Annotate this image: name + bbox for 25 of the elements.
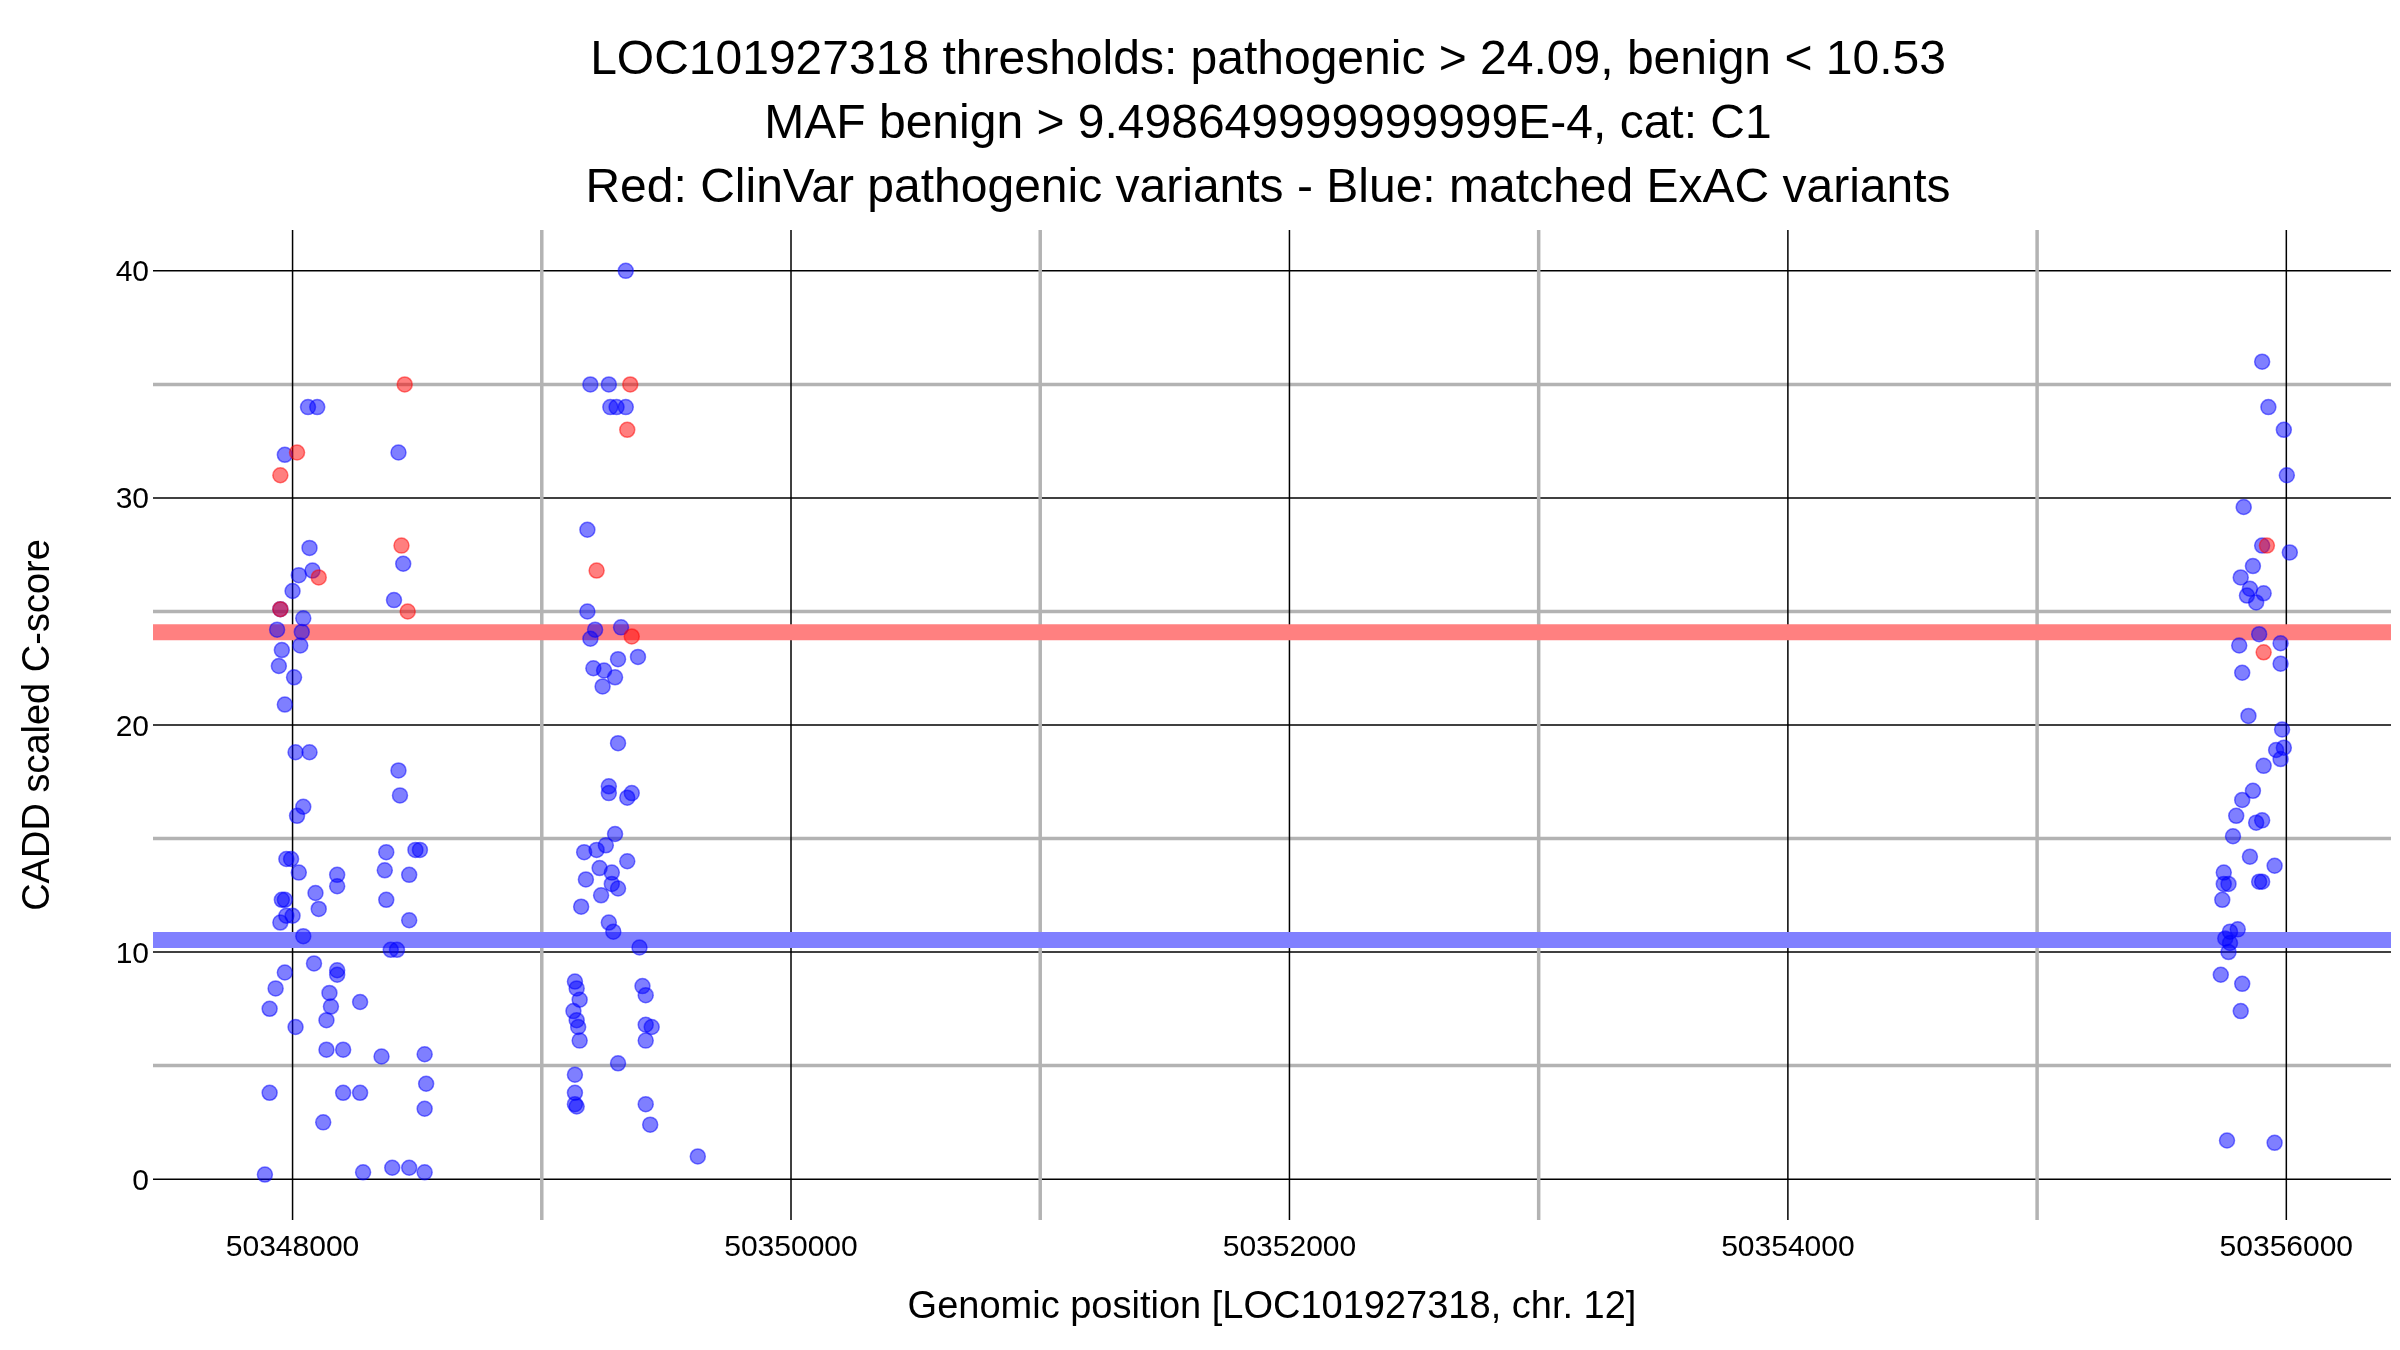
point [619, 421, 636, 439]
x-tick-label: 50348000 [225, 1229, 360, 1262]
x-axis-title: Genomic position [LOC101927318, chr. 12] [907, 1284, 1637, 1326]
point [393, 537, 410, 554]
point [272, 466, 289, 484]
point [588, 562, 605, 579]
point [396, 376, 413, 393]
point [2258, 537, 2276, 554]
x-tick-label: 50350000 [724, 1229, 858, 1262]
chart-title: LOC101927318 thresholds: pathogenic > 24.09, benign < 10.53 MAF benign > 9.498649999999999E-4, cat: C1 Red: ClinVar pathogenic variants - Blue: matched ExAC variants [584, 30, 1952, 214]
y-tick-label: 10 [115, 935, 149, 969]
y-tick-label: 40 [115, 254, 149, 288]
y-tick-label: 0 [132, 1162, 149, 1196]
point [288, 444, 306, 461]
y-tick-label: 20 [115, 708, 149, 742]
point [622, 376, 639, 393]
point [399, 603, 416, 620]
y-axis-title: CADD scaled C-score [15, 539, 58, 911]
point [310, 569, 327, 586]
y-tick-label: 30 [115, 481, 149, 515]
x-tick-label: 50356000 [2219, 1229, 2354, 1262]
x-tick-label: 50354000 [1721, 1229, 1855, 1262]
point [2255, 644, 2272, 661]
x-tick-label: 50352000 [1222, 1229, 1357, 1262]
point [623, 628, 640, 645]
